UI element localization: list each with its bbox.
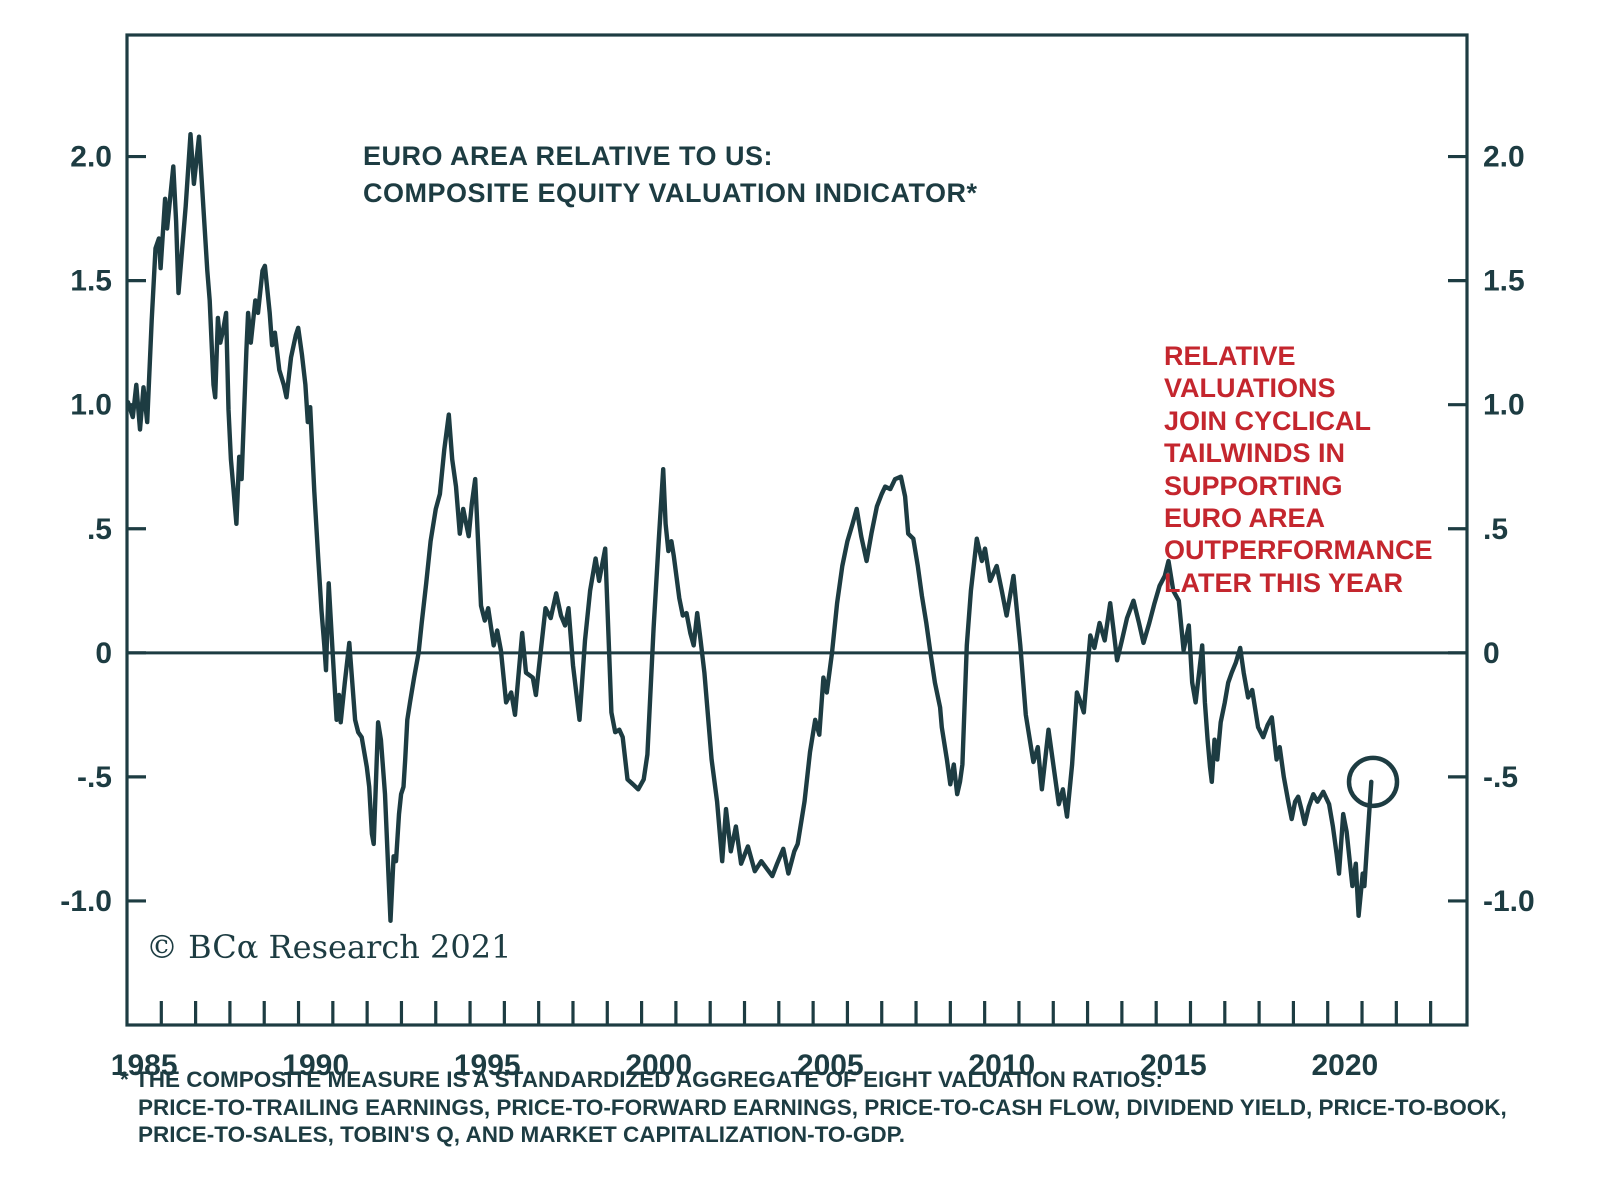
y-tick-label-right: 0 (1483, 637, 1500, 670)
y-tick-label-right: -.5 (1483, 761, 1518, 794)
annotation-text: RELATIVE VALUATIONS JOIN CYCLICAL TAILWINDS… (1164, 341, 1433, 598)
x-tick-label: 2020 (1311, 1049, 1378, 1082)
y-tick-label-right: 1.5 (1483, 265, 1525, 298)
y-tick-label-left: 0 (95, 637, 112, 670)
valuation-line (125, 131, 1374, 923)
y-tick-label-right: -1.0 (1483, 885, 1535, 918)
y-tick-label-left: -1.0 (60, 885, 112, 918)
y-tick-label-left: .5 (87, 513, 112, 546)
footnote-text: * THE COMPOSITE MEASURE IS A STANDARDIZE… (120, 1067, 1507, 1147)
y-tick-label-left: 2.0 (70, 141, 112, 174)
x-tick-label: 2015 (1140, 1049, 1207, 1082)
y-tick-label-right: 1.0 (1483, 389, 1525, 422)
y-tick-label-left: 1.5 (70, 265, 112, 298)
x-tick-label: 1995 (454, 1049, 521, 1082)
chart-title: EURO AREA RELATIVE TO US: COMPOSITE EQUIT… (363, 141, 978, 208)
highlight-circle (1346, 755, 1400, 809)
x-tick-label: 1990 (282, 1049, 349, 1082)
y-tick-label-right: 2.0 (1483, 141, 1525, 174)
y-tick-label-left: 1.0 (70, 389, 112, 422)
x-tick-label: 2010 (968, 1049, 1035, 1082)
brand-logo-text: © BCα Research 2021 (146, 928, 512, 966)
y-tick-label-left: -.5 (77, 761, 112, 794)
x-axis-ticks: 1985 1990 1995 2000 2005 2010 2015 2020 (111, 1001, 1433, 1082)
x-tick-label: 2005 (797, 1049, 864, 1082)
copyright-text: © BCα Research 2021 (146, 928, 511, 966)
x-tick-label: 2000 (625, 1049, 692, 1082)
y-tick-label-right: .5 (1483, 513, 1508, 546)
y-axis-ticks: 2.0 2.0 1.5 1.5 1.0 1.0 .5 .5 0 0 -.5 -.5 -1.0 -1.0 (60, 141, 1534, 918)
x-tick-label: 1985 (111, 1049, 178, 1082)
